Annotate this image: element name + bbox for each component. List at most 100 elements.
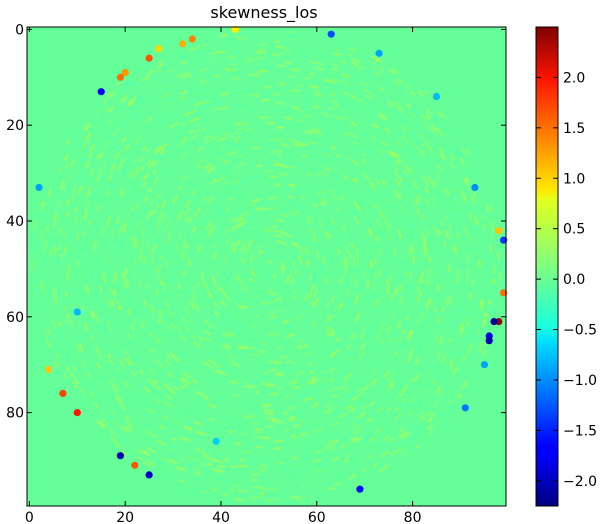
texture-speck xyxy=(115,440,121,446)
texture-speck xyxy=(331,315,338,322)
texture-speck xyxy=(308,482,314,486)
texture-speck xyxy=(90,312,95,319)
texture-speck xyxy=(205,302,213,311)
texture-speck xyxy=(342,107,353,114)
texture-speck xyxy=(232,393,241,398)
texture-speck xyxy=(427,430,433,436)
texture-speck xyxy=(427,268,430,276)
texture-speck xyxy=(418,278,422,284)
texture-speck xyxy=(193,100,204,108)
texture-speck xyxy=(337,95,347,102)
texture-speck xyxy=(420,88,429,96)
texture-speck xyxy=(293,209,301,215)
texture-speck xyxy=(284,61,291,65)
texture-speck xyxy=(201,237,206,245)
texture-speck xyxy=(65,340,70,347)
texture-speck xyxy=(166,308,174,318)
texture-speck xyxy=(211,226,217,233)
texture-speck xyxy=(467,232,472,242)
texture-speck xyxy=(394,100,400,106)
texture-speck xyxy=(146,251,150,262)
texture-speck xyxy=(115,163,123,172)
heatmap-cell xyxy=(155,45,163,53)
texture-speck xyxy=(94,158,102,169)
texture-speck xyxy=(219,440,226,445)
texture-speck xyxy=(157,313,165,324)
texture-speck xyxy=(397,193,403,200)
texture-speck xyxy=(233,441,242,446)
texture-speck xyxy=(147,60,156,67)
texture-speck xyxy=(249,92,255,96)
texture-speck xyxy=(248,381,257,385)
texture-speck xyxy=(432,375,439,383)
texture-speck xyxy=(267,92,277,95)
texture-speck xyxy=(291,336,298,342)
texture-speck xyxy=(160,186,165,192)
texture-speck xyxy=(192,181,199,188)
texture-speck xyxy=(388,377,394,382)
texture-speck xyxy=(370,108,380,116)
texture-speck xyxy=(254,314,260,318)
texture-speck xyxy=(478,270,482,277)
texture-speck xyxy=(322,257,326,265)
texture-speck xyxy=(256,466,265,469)
texture-speck xyxy=(425,235,430,242)
texture-speck xyxy=(448,295,453,306)
texture-speck xyxy=(288,380,296,385)
texture-speck xyxy=(411,170,417,176)
texture-speck xyxy=(306,260,310,267)
texture-speck xyxy=(130,79,136,85)
texture-speck xyxy=(217,464,225,469)
texture-speck xyxy=(181,438,189,444)
texture-speck xyxy=(211,275,217,286)
texture-speck xyxy=(297,118,304,123)
texture-speck xyxy=(429,133,436,140)
texture-speck xyxy=(133,237,138,248)
texture-speck xyxy=(337,412,348,420)
texture-speck xyxy=(213,74,221,79)
texture-speck xyxy=(375,442,384,450)
texture-speck xyxy=(207,137,215,143)
texture-speck xyxy=(238,189,244,194)
texture-speck xyxy=(332,439,339,445)
texture-speck xyxy=(115,214,121,225)
texture-speck xyxy=(79,191,86,202)
texture-speck xyxy=(188,198,194,205)
texture-speck xyxy=(197,67,208,73)
texture-speck xyxy=(247,56,254,60)
texture-speck xyxy=(228,354,238,360)
texture-speck xyxy=(146,210,152,220)
texture-speck xyxy=(203,162,212,170)
texture-speck xyxy=(245,128,251,132)
heatmap-cell xyxy=(231,25,239,33)
texture-speck xyxy=(70,257,74,265)
texture-speck xyxy=(437,110,445,119)
texture-speck xyxy=(308,60,319,65)
texture-speck xyxy=(71,376,77,383)
texture-speck xyxy=(136,461,147,469)
texture-speck xyxy=(140,227,145,238)
texture-speck xyxy=(461,197,466,203)
texture-speck xyxy=(188,300,196,310)
texture-speck xyxy=(330,193,340,202)
texture-speck xyxy=(94,344,101,355)
texture-speck xyxy=(221,415,232,421)
texture-speck xyxy=(342,370,352,379)
texture-speck xyxy=(182,239,187,248)
texture-speck xyxy=(219,378,230,384)
texture-speck xyxy=(127,333,132,339)
texture-speck xyxy=(325,275,330,284)
texture-speck xyxy=(381,179,387,186)
texture-speck xyxy=(64,291,69,297)
texture-speck xyxy=(308,393,316,399)
texture-speck xyxy=(325,230,332,238)
texture-speck xyxy=(69,158,76,168)
texture-speck xyxy=(419,245,424,255)
texture-speck xyxy=(333,215,340,223)
texture-speck xyxy=(146,69,155,76)
texture-speck xyxy=(368,436,377,443)
texture-speck xyxy=(236,154,244,159)
texture-speck xyxy=(362,409,368,414)
texture-speck xyxy=(355,437,362,442)
texture-speck xyxy=(458,327,464,338)
